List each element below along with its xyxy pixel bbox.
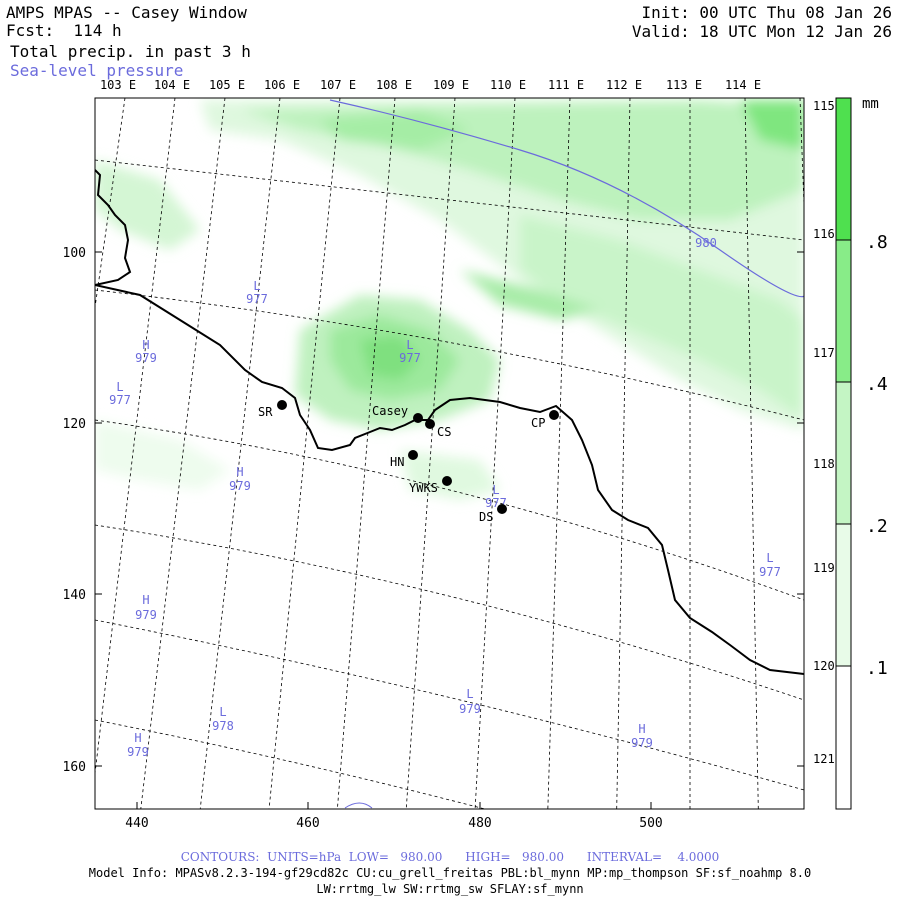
pressure-center-letter: H [142,593,149,607]
station-label: HN [390,455,404,469]
colorbar-label: .8 [866,232,888,253]
station-label: YWKS [409,481,438,495]
y-tick-label: 160 [63,760,86,775]
init-time: Init: 00 UTC Thu 08 Jan 26 [641,3,892,22]
station-label: Casey [372,404,408,418]
station-marker [497,504,507,514]
valid-time: Valid: 18 UTC Mon 12 Jan 26 [631,22,892,41]
lon-label: 112 E [606,78,642,92]
x-tick-label: 500 [639,816,662,831]
overlay-name: Sea-level pressure [10,61,184,80]
pressure-center-value: 977 [109,393,131,407]
pressure-center-letter: H [638,722,645,736]
pressure-center-letter: L [253,279,260,293]
colorbar-label: .2 [866,516,888,537]
station-marker [408,450,418,460]
lon-label: 105 E [209,78,245,92]
model-info-physics: LW:rrtmg_lw SW:rrtmg_sw SFLAY:sf_mynn [316,882,584,896]
pressure-center-letter: L [766,551,773,565]
colorbar-label: .1 [866,658,888,679]
station-label: DS [479,510,493,524]
model-info: Model Info: MPASv8.2.3-194-gf29cd82c CU:… [88,866,812,880]
pressure-center-value: 979 [127,745,149,759]
pressure-center-letter: H [236,465,243,479]
pressure-center-value: 978 [212,719,234,733]
colorbar-segment [836,240,851,382]
lon-label: 111 E [548,78,584,92]
x-tick-label: 440 [125,816,148,831]
pressure-center-letter: L [492,483,499,497]
forecast-hour: Fcst: 114 h [6,21,122,40]
pressure-center-letter: L [219,705,226,719]
pressure-center-value: 979 [631,736,653,750]
pressure-center-letter: L [406,338,413,352]
pressure-center-letter: H [134,731,141,745]
station-label: CS [437,425,451,439]
pressure-center-value: 979 [459,702,481,716]
station-label: CP [531,416,545,430]
contour-info: CONTOURS: UNITS=hPa LOW= 980.00 HIGH= 98… [180,850,720,864]
colorbar: mm .8 .4 .2 .1 [835,96,888,810]
pressure-center-value: 979 [135,351,157,365]
lon-label: 106 E [264,78,300,92]
y-tick-label: 120 [63,417,86,432]
y-tick-label: 100 [63,246,86,261]
lon-label: 104 E [154,78,190,92]
colorbar-segment [836,524,851,666]
x-tick-label: 480 [468,816,491,831]
pressure-center-value: 979 [229,479,251,493]
lon-label: 110 E [490,78,526,92]
lon-label: 109 E [433,78,469,92]
lon-label: 114 E [725,78,761,92]
pressure-center-letter: H [142,338,149,352]
station-marker [442,476,452,486]
station-marker [425,419,435,429]
pressure-center-value: 979 [135,608,157,622]
lon-label: 108 E [376,78,412,92]
station-marker [413,413,423,423]
pressure-center-letter: L [466,687,473,701]
lon-label: 113 E [666,78,702,92]
map-frame [94,97,805,810]
field-name: Total precip. in past 3 h [10,42,251,61]
station-label: SR [258,405,273,419]
x-tick-label: 460 [296,816,319,831]
station-marker [277,400,287,410]
colorbar-segment [836,666,851,809]
colorbar-segment [836,98,851,240]
pressure-center-value: 977 [246,292,268,306]
colorbar-unit: mm [862,96,879,112]
slp-contour [329,99,804,809]
model-title: AMPS MPAS -- Casey Window [6,3,247,22]
pressure-center-value: 977 [759,565,781,579]
pressure-center-value: 977 [399,351,421,365]
station-marker [549,410,559,420]
contour-label: 980 [695,236,717,250]
pressure-center-letter: L [116,380,123,394]
y-tick-label: 140 [63,588,86,603]
coastline [95,169,804,675]
lon-label: 103 E [100,78,136,92]
colorbar-segment [836,382,851,524]
colorbar-label: .4 [866,374,888,395]
precip-field [95,100,804,500]
lon-label: 107 E [320,78,356,92]
